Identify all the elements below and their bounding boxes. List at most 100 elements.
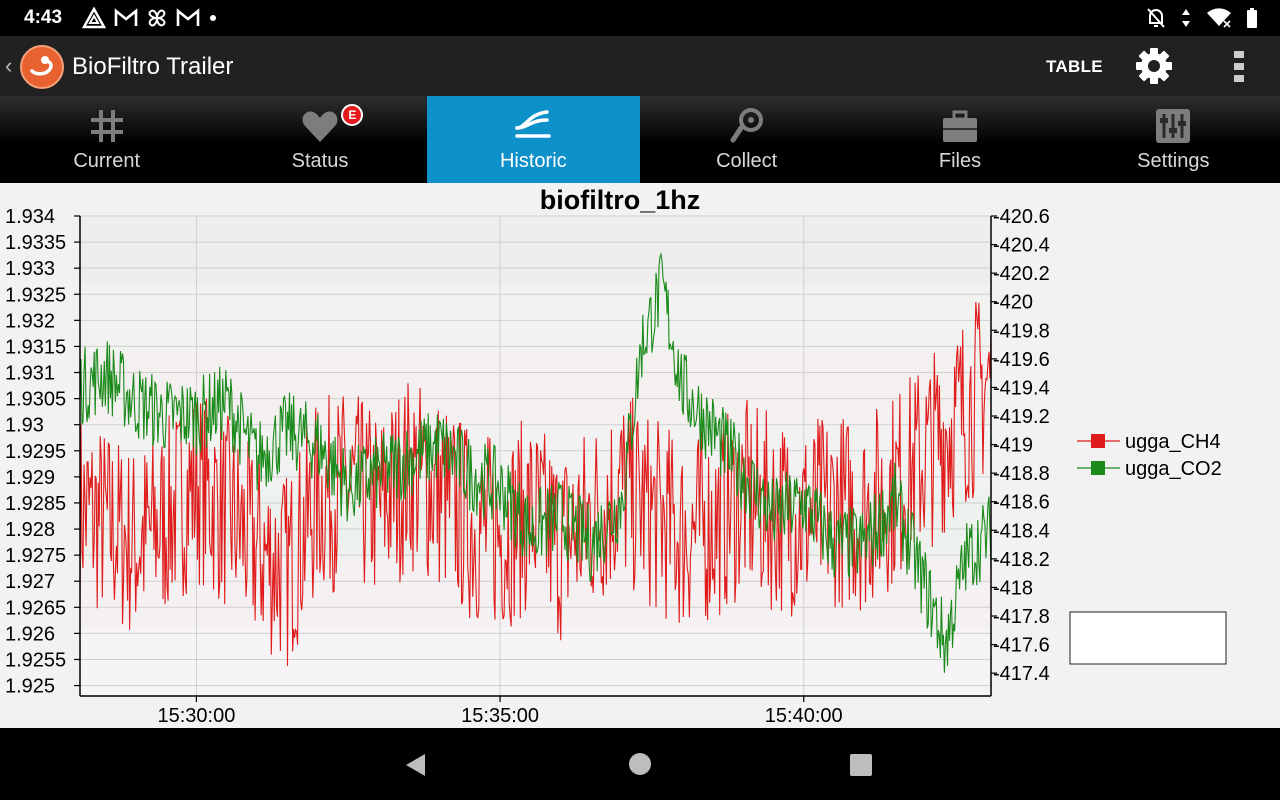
plot-band [80, 421, 991, 491]
y-left-tick-label: 1.932 [5, 310, 55, 332]
y-left-tick-label: 1.931 [5, 363, 55, 385]
notification-icons [82, 6, 218, 30]
table-button[interactable]: TABLE [1046, 57, 1103, 76]
app-logo[interactable] [20, 45, 64, 89]
tab-files[interactable]: Files [853, 96, 1066, 183]
series-line-ugga_CH4 [79, 301, 992, 666]
system-icons [1146, 6, 1258, 30]
y-right-tick-label: -420 [993, 292, 1033, 314]
app-title: BioFiltro Trailer [72, 53, 234, 80]
y-right-tick-label: -420.6 [993, 206, 1050, 228]
battery-icon [1247, 8, 1257, 28]
tab-status[interactable]: E Status [213, 96, 426, 183]
historic-icon [515, 110, 552, 138]
bell-off-icon [1147, 8, 1165, 28]
legend-label: ugga_CO2 [1125, 458, 1222, 480]
axes: 1.934 1.9335 1.933 1.9325 1.932 1.9315 1.931 1.… [5, 206, 1050, 727]
plot-band [80, 216, 991, 285]
gmail-icon [176, 8, 200, 26]
y-right-tick-label: -420.2 [993, 263, 1050, 285]
data-arrows-icon [1182, 9, 1190, 27]
briefcase-icon [942, 110, 977, 142]
y-right-tick-label: -419.4 [993, 377, 1050, 399]
y-right-tick-label: -419.2 [993, 406, 1050, 428]
y-right-tick-label: -418.6 [993, 492, 1050, 514]
y-left-tick-label: 1.9265 [5, 597, 66, 619]
grid-icon [90, 110, 123, 142]
y-right-tick-label: -418.2 [993, 549, 1050, 571]
tab-bar: Current E Status Historic Collect [0, 96, 1280, 183]
y-right-tick-label: -418 [993, 577, 1033, 599]
y-left-tick-label: 1.928 [5, 519, 55, 541]
y-right-tick-label: -419.6 [993, 349, 1050, 371]
y-left-tick-label: 1.9325 [5, 284, 66, 306]
tab-current[interactable]: Current [0, 96, 213, 183]
plot-band [80, 627, 991, 696]
y-right-tick-label: -419 [993, 435, 1033, 457]
tab-historic[interactable]: Historic [426, 96, 640, 183]
y-left-tick-label: 1.927 [5, 571, 55, 593]
y-left-tick-label: 1.933 [5, 258, 55, 280]
tab-label: Files [938, 150, 982, 172]
y-left-tick-label: 1.9295 [5, 441, 66, 463]
status-bar: 4:43 [0, 0, 1280, 36]
nav-back-icon[interactable] [403, 752, 429, 778]
status-badge: E [341, 104, 364, 126]
system-nav-bar [0, 728, 1280, 800]
plot-bands [80, 216, 991, 696]
tab-label: Settings [1137, 150, 1210, 172]
y-left-tick-label: 1.9335 [5, 232, 66, 254]
collect-icon [730, 108, 763, 143]
gear-icon[interactable] [1134, 46, 1174, 86]
app-bar: ‹ BioFiltro Trailer TABLE [0, 36, 1280, 96]
y-left-tick-label: 1.926 [5, 623, 55, 645]
plot-band [80, 558, 991, 628]
series-layer [79, 252, 992, 673]
y-right-tick-label: -418.8 [993, 463, 1050, 485]
tab-label: Status [291, 150, 349, 172]
y-left-tick-label: 1.925 [5, 676, 55, 698]
y-left-tick-label: 1.9305 [5, 389, 66, 411]
nav-recents-icon[interactable] [849, 753, 873, 777]
y-right-tick-label: -418.4 [993, 520, 1050, 542]
tab-label: Current [73, 150, 141, 172]
y-left-tick-label: 1.934 [5, 206, 55, 228]
nav-home-icon[interactable] [628, 752, 652, 776]
tab-settings[interactable]: Settings [1067, 96, 1280, 183]
wifi-off-icon [1207, 8, 1232, 29]
sliders-icon [1156, 109, 1191, 143]
tab-label: Historic [499, 150, 567, 172]
chart-title: biofiltro_1hz [540, 185, 701, 215]
pinwheel-icon [148, 9, 166, 27]
y-left-tick-label: 1.9315 [5, 336, 66, 358]
y-right-tick-label: -420.4 [993, 235, 1050, 257]
more-options-icon[interactable] [1227, 48, 1251, 84]
tab-collect[interactable]: Collect [640, 96, 853, 183]
x-tick-label: 15:40:00 [765, 705, 843, 727]
status-time: 4:43 [24, 7, 63, 28]
chart-legend[interactable] [1069, 611, 1227, 665]
heart-icon [302, 111, 338, 142]
y-right-tick-label: -419.8 [993, 320, 1050, 342]
series-line-ugga_CO2 [79, 252, 992, 673]
legend-swatch [1091, 434, 1105, 448]
chart-area: 1.934 1.9335 1.933 1.9325 1.932 1.9315 1.931 1.… [0, 183, 1280, 728]
y-right-tick-label: -417.6 [993, 635, 1050, 657]
back-icon[interactable]: ‹ [5, 53, 13, 78]
legend-label: ugga_CH4 [1125, 431, 1221, 453]
historic-chart[interactable]: 1.934 1.9335 1.933 1.9325 1.932 1.9315 1.931 1.… [0, 183, 1280, 728]
plot-band [80, 284, 991, 354]
y-left-tick-label: 1.9255 [5, 649, 66, 671]
x-tick-label: 15:35:00 [461, 705, 539, 727]
y-right-tick-label: -417.8 [993, 606, 1050, 628]
dot-icon [210, 15, 216, 21]
y-left-tick-label: 1.93 [5, 415, 44, 437]
y-left-tick-label: 1.929 [5, 467, 55, 489]
gmail-icon [114, 8, 138, 26]
triangle-app-icon [82, 7, 106, 29]
x-tick-label: 15:30:00 [157, 705, 235, 727]
legend-swatch [1091, 461, 1105, 475]
y-left-tick-label: 1.9275 [5, 545, 66, 567]
y-right-tick-label: -417.4 [993, 663, 1050, 685]
legend-items: ugga_CH4 ugga_CO2 [1077, 431, 1222, 480]
